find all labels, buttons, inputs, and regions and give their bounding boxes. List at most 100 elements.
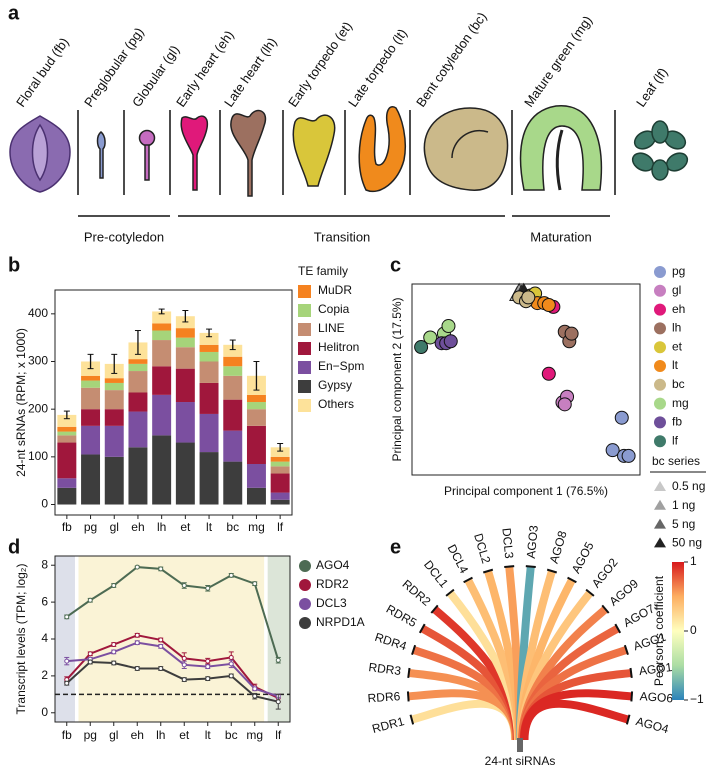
x-tick-label: lt (206, 520, 213, 534)
series-line (66, 661, 279, 703)
legend-label: En−Spm (318, 359, 364, 373)
legend-swatch (298, 361, 311, 374)
stage-label: Early torpedo (et) (285, 19, 355, 110)
point (252, 693, 258, 699)
center-label: 24-nt siRNAs (485, 754, 556, 768)
bar-segment (57, 487, 77, 505)
gene-label: DCL4 (445, 542, 472, 576)
legend-label: DCL3 (316, 596, 347, 610)
bar-segment (199, 332, 219, 345)
series-line (66, 566, 280, 661)
bar-segment (199, 361, 219, 383)
band-end (630, 691, 634, 702)
gene-label: DCL2 (471, 532, 493, 566)
colorbar-tick-label: −1 (690, 692, 704, 706)
point (134, 564, 140, 570)
y-tick-label: 300 (28, 354, 48, 368)
point (181, 662, 187, 668)
bar-segment (128, 447, 148, 505)
x-tick-label: bc (225, 728, 238, 742)
bar-segment (81, 380, 101, 388)
embryo-shapes (9, 105, 689, 197)
band-end (463, 576, 473, 584)
x-tick-label: lf (275, 728, 282, 742)
bar-segment (57, 426, 77, 432)
legend-marker (299, 598, 311, 610)
gene-label: DCL3 (499, 527, 516, 559)
bar-segment (104, 456, 124, 505)
panel-label: b (8, 254, 20, 276)
bar-segment (175, 442, 195, 505)
bar-segment (223, 375, 243, 400)
point (423, 330, 438, 345)
point (134, 666, 140, 672)
point (181, 655, 187, 661)
point (181, 583, 187, 589)
group-label: Pre-cotyledon (84, 229, 164, 244)
point (621, 448, 636, 463)
legend-swatch (298, 285, 311, 298)
bar-segment (223, 366, 243, 376)
stage-diagram: Floral bud (fb) Preglobular (pg) Globula… (9, 9, 689, 244)
y-tick-label: 200 (28, 401, 48, 415)
gene-label: AGO5 (569, 539, 597, 575)
legend-label: pg (672, 264, 685, 278)
legend-label: AGO4 (316, 558, 350, 572)
legend-marker (654, 518, 666, 529)
point (64, 658, 70, 664)
legend-label: eh (672, 302, 685, 316)
band-end (601, 604, 610, 614)
bar-segment (175, 347, 195, 369)
bar-segment (128, 392, 148, 412)
x-tick-label: lt (205, 728, 212, 742)
point (228, 572, 234, 578)
bar-segment (175, 368, 195, 403)
bar-segment (199, 351, 219, 362)
band-end (407, 667, 411, 678)
band-end (409, 714, 415, 725)
bar-segment (223, 461, 243, 505)
point (134, 632, 140, 638)
legend-marker (654, 341, 666, 354)
gene-label: AGO6 (639, 689, 674, 705)
bar-segment (128, 371, 148, 393)
gene-label: RDR5 (384, 602, 420, 630)
y-tick-label: 0 (41, 497, 48, 511)
band-end (567, 576, 577, 584)
point (228, 661, 234, 667)
band-end (411, 644, 417, 656)
legend-marker (654, 416, 666, 429)
point (111, 642, 117, 648)
bar-segment (104, 382, 124, 391)
x-tick-label: et (180, 520, 191, 534)
bar-segment (81, 425, 101, 455)
band-end (482, 568, 494, 574)
bar-segment (199, 413, 219, 453)
band-end (625, 714, 631, 725)
point (205, 664, 211, 670)
legend-marker (299, 579, 311, 591)
panel-label: e (390, 536, 401, 558)
point (605, 443, 620, 458)
bar-segment (104, 390, 124, 410)
band-end (406, 691, 410, 702)
y-tick-label: 2 (41, 668, 48, 682)
legend-marker (654, 322, 666, 335)
point (111, 660, 117, 666)
legend-marker (654, 397, 666, 410)
point (158, 637, 164, 643)
band-end (585, 588, 595, 597)
bar-segment (152, 311, 172, 324)
point (205, 585, 211, 591)
y-tick-label: 4 (41, 631, 48, 645)
bar-segment (199, 452, 219, 505)
legend-marker (654, 537, 666, 548)
group-label: Transition (314, 229, 371, 244)
bar-segment (152, 340, 172, 367)
bar-segment (270, 473, 290, 493)
bar-segment (104, 409, 124, 426)
x-tick-label: pg (84, 520, 97, 534)
point (564, 326, 579, 341)
bar-segment (270, 499, 290, 505)
point (158, 566, 164, 572)
